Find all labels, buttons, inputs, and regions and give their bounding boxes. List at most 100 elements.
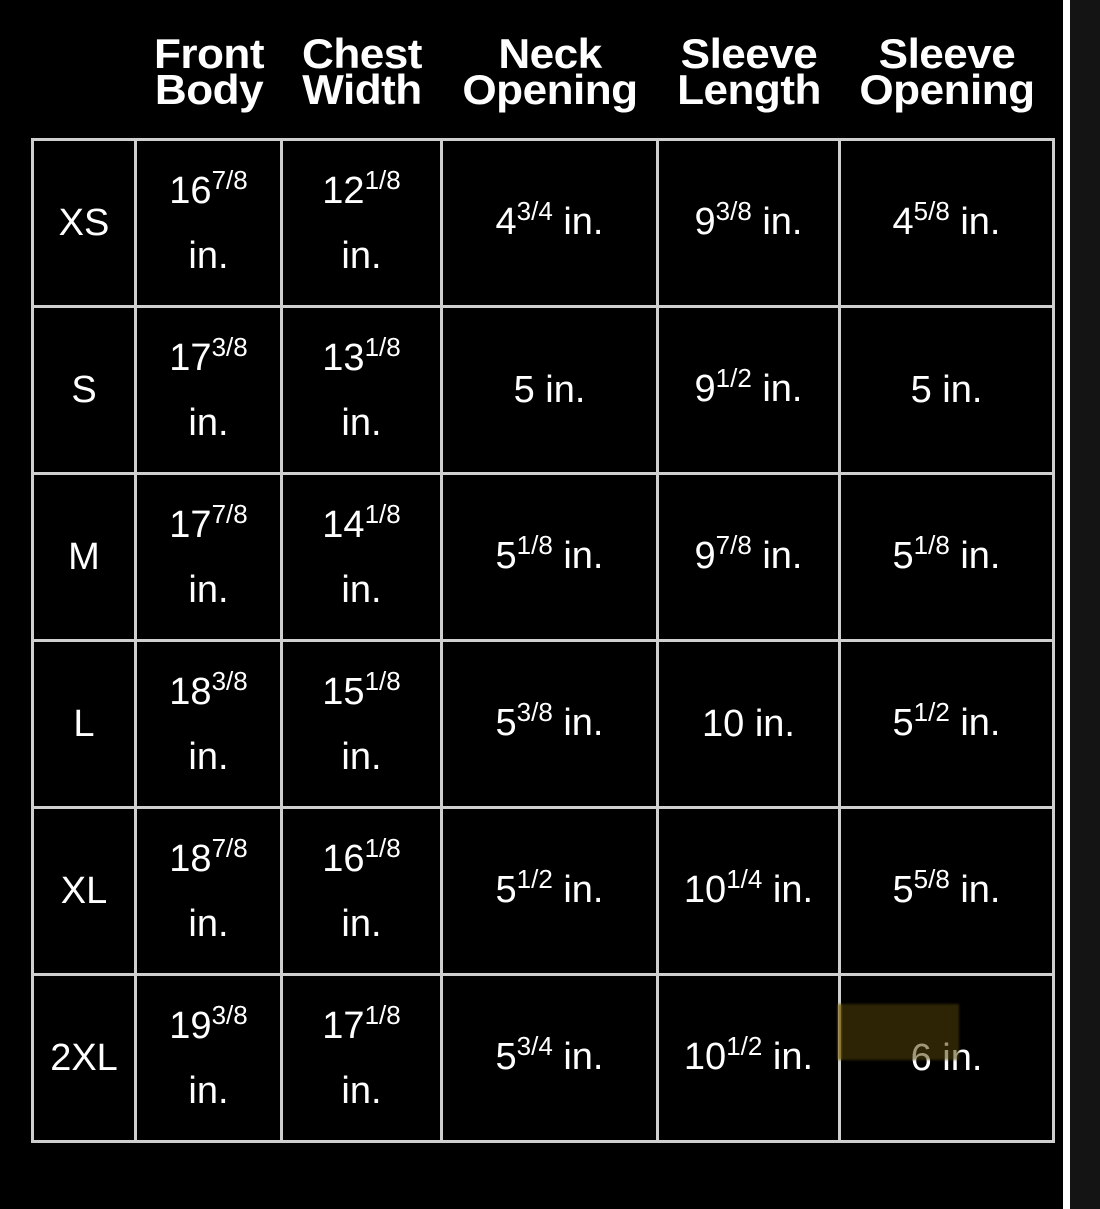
measurement-cell: 51/8 in. bbox=[838, 472, 1055, 642]
measurement-whole: 5 bbox=[495, 1035, 517, 1078]
measurement-fraction: 5/8 bbox=[913, 863, 950, 894]
measurement-whole: 13 bbox=[322, 336, 365, 379]
measurement-cell: 173/8 in. bbox=[134, 305, 283, 475]
header-line: Front bbox=[153, 30, 265, 77]
measurement-whole: 17 bbox=[169, 336, 212, 379]
highlight-mark bbox=[838, 1004, 959, 1060]
measurement-whole: 5 bbox=[513, 369, 535, 411]
unit-label: in. bbox=[762, 534, 803, 577]
measurement-cell: 43/4 in. bbox=[440, 138, 659, 308]
table-row: XS 167/8 in. 121/8 in. 43/4 in. 93/8 in. 45/8 i… bbox=[31, 138, 1055, 308]
measurement-cell: 131/8 in. bbox=[280, 305, 443, 475]
measurement-fraction: 3/8 bbox=[211, 331, 248, 362]
table-row: XL 187/8 in. 161/8 in. 51/2 in. 101/4 in. 55/8 … bbox=[31, 806, 1055, 976]
measurement-fraction: 3/4 bbox=[516, 1030, 553, 1061]
measurement-fraction: 3/8 bbox=[715, 195, 752, 226]
measurement-cell: 10 in. bbox=[656, 639, 841, 809]
measurement-fraction: 1/8 bbox=[913, 529, 950, 560]
measurement-whole: 14 bbox=[322, 503, 365, 546]
header-line: Sleeve bbox=[878, 30, 1016, 77]
unit-label: in. bbox=[188, 902, 229, 945]
measurement-cell: 101/2 in. bbox=[656, 973, 841, 1143]
measurement-cell: 161/8 in. bbox=[280, 806, 443, 976]
unit-label: in. bbox=[545, 369, 586, 411]
measurement-cell: 183/8 in. bbox=[134, 639, 283, 809]
unit-label: in. bbox=[188, 735, 229, 778]
table-row: S 173/8 in. 131/8 in. 5 in. 91/2 in. 5 in. bbox=[31, 305, 1055, 475]
measurement-whole: 19 bbox=[169, 1004, 212, 1047]
measurement-cell: 5 in. bbox=[440, 305, 659, 475]
measurement-cell: 121/8 in. bbox=[280, 138, 443, 308]
unit-label: in. bbox=[341, 735, 382, 778]
measurement-whole: 16 bbox=[169, 169, 212, 212]
measurement-whole: 18 bbox=[169, 837, 212, 880]
measurement-cell: 51/2 in. bbox=[838, 639, 1055, 809]
measurement-whole: 9 bbox=[694, 367, 716, 410]
unit-label: in. bbox=[762, 367, 803, 410]
header-front-body: Front Body bbox=[133, 30, 284, 111]
measurement-cell: 97/8 in. bbox=[656, 472, 841, 642]
measurement-whole: 15 bbox=[322, 670, 365, 713]
measurement-cell: 5 in. bbox=[838, 305, 1055, 475]
measurement-cell: 51/2 in. bbox=[440, 806, 659, 976]
measurement-cell: 91/2 in. bbox=[656, 305, 841, 475]
measurement-whole: 10 bbox=[683, 868, 727, 911]
unit-label: in. bbox=[563, 701, 604, 744]
unit-label: in. bbox=[341, 1069, 382, 1112]
measurement-fraction: 3/8 bbox=[211, 665, 248, 696]
measurement-fraction: 1/8 bbox=[364, 665, 401, 696]
measurement-whole: 9 bbox=[694, 200, 716, 243]
measurement-fraction: 1/2 bbox=[516, 863, 553, 894]
header-line: Opening bbox=[859, 66, 1035, 113]
measurement-fraction: 7/8 bbox=[211, 164, 248, 195]
size-label: L bbox=[31, 639, 137, 809]
measurement-fraction: 3/8 bbox=[516, 696, 553, 727]
measurement-cell: 101/4 in. bbox=[656, 806, 841, 976]
unit-label: in. bbox=[762, 200, 803, 243]
unit-label: in. bbox=[772, 1035, 814, 1078]
measurement-fraction: 7/8 bbox=[211, 832, 248, 863]
measurement-fraction: 1/4 bbox=[726, 863, 763, 894]
header-line: Width bbox=[302, 66, 422, 113]
measurement-fraction: 1/2 bbox=[726, 1030, 763, 1061]
measurement-cell: 167/8 in. bbox=[134, 138, 283, 308]
unit-label: in. bbox=[341, 568, 382, 611]
measurement-whole: 5 bbox=[495, 534, 517, 577]
measurement-whole: 4 bbox=[495, 200, 517, 243]
header-line: Opening bbox=[462, 66, 638, 113]
unit-label: in. bbox=[341, 234, 382, 277]
header-sleeve-length: Sleeve Length bbox=[655, 33, 844, 113]
measurement-whole: 17 bbox=[322, 1004, 365, 1047]
measurement-whole: 5 bbox=[910, 369, 932, 411]
measurement-fraction: 1/8 bbox=[364, 164, 401, 195]
measurement-fraction: 1/8 bbox=[364, 498, 401, 529]
size-label: M bbox=[31, 472, 137, 642]
unit-label: in. bbox=[960, 868, 1001, 911]
unit-label: in. bbox=[188, 401, 229, 444]
header-line: Length bbox=[677, 66, 821, 113]
header-line: Chest bbox=[302, 30, 422, 77]
measurement-whole: 5 bbox=[495, 701, 517, 744]
size-label: XS bbox=[31, 138, 137, 308]
measurement-fraction: 7/8 bbox=[211, 498, 248, 529]
measurement-fraction: 1/8 bbox=[516, 529, 553, 560]
unit-label: in. bbox=[563, 868, 604, 911]
measurement-whole: 5 bbox=[892, 868, 914, 911]
window-background-right bbox=[1070, 0, 1100, 1209]
header-sleeve-opening: Sleeve Opening bbox=[836, 30, 1059, 113]
measurement-whole: 5 bbox=[892, 534, 914, 577]
measurement-cell: 187/8 in. bbox=[134, 806, 283, 976]
measurement-whole: 17 bbox=[169, 503, 212, 546]
measurement-fraction: 1/8 bbox=[364, 999, 401, 1030]
measurement-cell: 193/8 in. bbox=[134, 973, 283, 1143]
unit-label: in. bbox=[563, 200, 604, 243]
measurement-cell: 51/8 in. bbox=[440, 472, 659, 642]
measurement-cell: 141/8 in. bbox=[280, 472, 443, 642]
measurement-whole: 12 bbox=[322, 169, 365, 212]
header-chest-width: Chest Width bbox=[279, 30, 445, 113]
measurement-whole: 10 bbox=[683, 1035, 727, 1078]
unit-label: in. bbox=[942, 369, 983, 411]
measurement-fraction: 3/4 bbox=[516, 195, 553, 226]
unit-label: in. bbox=[341, 902, 382, 945]
